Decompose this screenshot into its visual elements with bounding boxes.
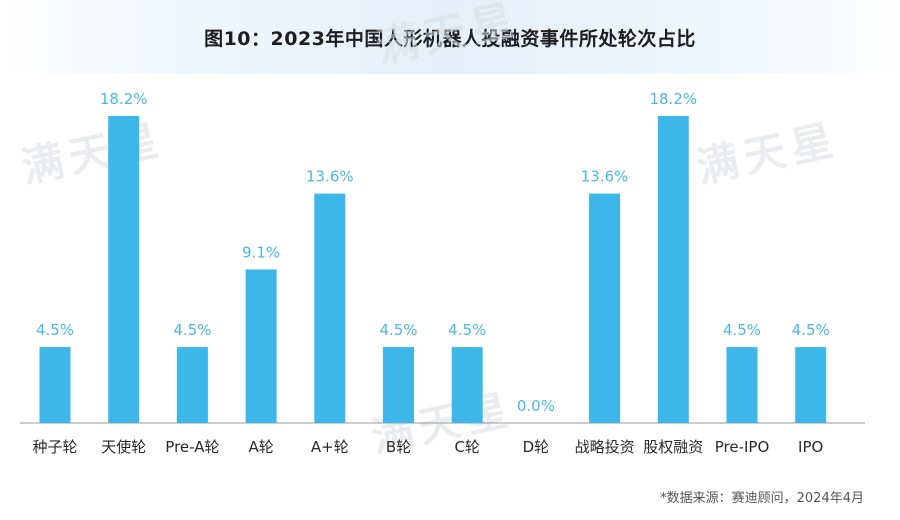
- category-label-2: Pre-A轮: [165, 438, 219, 456]
- value-label-3: 9.1%: [242, 244, 280, 262]
- category-label-1: 天使轮: [101, 438, 146, 456]
- value-label-8: 13.6%: [581, 168, 629, 186]
- category-label-5: B轮: [386, 438, 411, 456]
- value-label-2: 4.5%: [173, 321, 211, 339]
- category-label-7: D轮: [523, 438, 550, 456]
- value-label-6: 4.5%: [448, 321, 486, 339]
- data-source-note: *数据来源：赛迪顾问，2024年4月: [660, 491, 864, 506]
- category-label-9: 股权融资: [643, 438, 703, 456]
- bar-4: [314, 193, 346, 423]
- bar-2: [176, 347, 208, 423]
- bar-8: [589, 193, 621, 423]
- value-label-0: 4.5%: [36, 321, 74, 339]
- value-label-5: 4.5%: [379, 321, 417, 339]
- chart-title: 图10：2023年中国人形机器人投融资事件所处轮次占比: [204, 28, 696, 50]
- category-label-8: 战略投资: [575, 438, 635, 456]
- bar-3: [245, 269, 277, 423]
- value-label-9: 18.2%: [649, 90, 697, 108]
- category-label-10: Pre-IPO: [715, 438, 770, 456]
- category-label-4: A+轮: [311, 438, 349, 456]
- value-label-10: 4.5%: [723, 321, 761, 339]
- category-label-11: IPO: [798, 438, 823, 456]
- category-label-3: A轮: [248, 438, 273, 456]
- bar-9: [657, 116, 689, 423]
- bar-0: [39, 347, 71, 423]
- bar-10: [726, 347, 758, 423]
- category-label-0: 种子轮: [32, 438, 77, 456]
- bar-6: [451, 347, 483, 423]
- value-label-1: 18.2%: [100, 90, 148, 108]
- title-bar: [0, 0, 900, 74]
- bar-1: [108, 116, 140, 423]
- bar-5: [383, 347, 414, 423]
- value-label-4: 13.6%: [306, 168, 354, 186]
- bar-11: [795, 347, 827, 423]
- value-label-11: 4.5%: [792, 321, 830, 339]
- value-label-7: 0.0%: [517, 397, 555, 415]
- category-label-6: C轮: [454, 438, 479, 456]
